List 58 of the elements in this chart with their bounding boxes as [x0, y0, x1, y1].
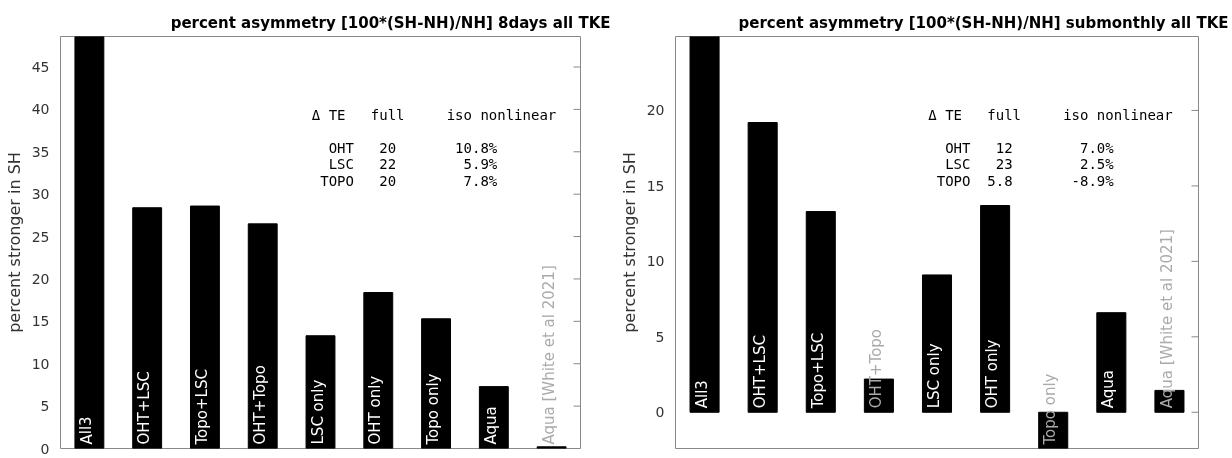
y-tick-label: 5 — [40, 398, 50, 415]
y-axis-title: percent stronger in SH — [619, 152, 639, 333]
category-label: OHT only — [366, 375, 385, 445]
bar — [980, 205, 1011, 413]
category-label: Aqua [White et al 2021] — [1157, 229, 1176, 409]
y-tick-label: 5 — [655, 328, 665, 345]
y-tick-label: 15 — [646, 177, 665, 194]
y-tick-label: 25 — [31, 228, 50, 245]
y-tick-label: 45 — [31, 59, 50, 76]
category-label: Topo only — [424, 373, 443, 445]
category-label: Topo only — [1041, 373, 1060, 445]
annotation: TOPO 5.8 -8.9% — [928, 172, 1115, 189]
y-tick-label: 0 — [655, 404, 665, 421]
annotation: Δ TE full iso nonlinear — [928, 106, 1173, 123]
bar — [305, 335, 336, 449]
category-label: Topo+LSC — [808, 332, 827, 409]
y-tick-label: 10 — [31, 355, 50, 372]
bar — [247, 223, 278, 449]
bar — [74, 36, 105, 449]
y-tick-label: 10 — [646, 253, 665, 270]
bar — [1096, 312, 1127, 413]
category-label: OHT only — [983, 339, 1002, 409]
category-label: Aqua — [481, 406, 500, 445]
bar — [805, 211, 836, 413]
category-label: OHT+LSC — [135, 371, 154, 445]
bar — [747, 122, 778, 413]
annotation: LSC 23 2.5% — [928, 156, 1115, 173]
annotation: OHT 12 7.0% — [928, 139, 1115, 156]
annotation: TOPO 20 7.8% — [311, 172, 498, 189]
y-tick-label: 15 — [31, 313, 50, 330]
y-tick-label: 20 — [31, 270, 50, 287]
category-label: LSC only — [925, 343, 944, 409]
chart-title: percent asymmetry [100*(SH-NH)/NH] submonthly all TKE — [738, 13, 1229, 32]
y-tick-label: 40 — [31, 101, 50, 118]
bar — [689, 36, 720, 413]
annotation: Δ TE full iso nonlinear — [311, 106, 557, 123]
bar — [190, 205, 220, 449]
bar — [421, 318, 451, 449]
category-label: OHT+Topo — [866, 328, 885, 409]
y-tick-label: 30 — [31, 186, 50, 203]
category-label: All3 — [692, 380, 711, 409]
category-label: Aqua — [1099, 370, 1118, 409]
category-label: LSC only — [308, 379, 327, 445]
bar — [132, 207, 163, 449]
bar — [363, 292, 394, 449]
annotation: LSC 22 5.9% — [311, 156, 498, 173]
annotation: OHT 20 10.8% — [311, 139, 498, 156]
category-label: All3 — [77, 416, 96, 445]
category-label: OHT+Topo — [250, 365, 269, 445]
bar — [921, 274, 953, 413]
y-tick-label: 0 — [40, 440, 50, 457]
chart-title: percent asymmetry [100*(SH-NH)/NH] 8days all TKE — [170, 13, 611, 32]
category-label: Aqua [White et al 2021] — [539, 265, 558, 445]
y-tick-label: 20 — [646, 102, 665, 119]
y-tick-label: 35 — [31, 143, 50, 160]
y-axis-title: percent stronger in SH — [4, 152, 24, 333]
category-label: OHT+LSC — [750, 335, 769, 409]
category-label: Topo+LSC — [193, 369, 212, 445]
